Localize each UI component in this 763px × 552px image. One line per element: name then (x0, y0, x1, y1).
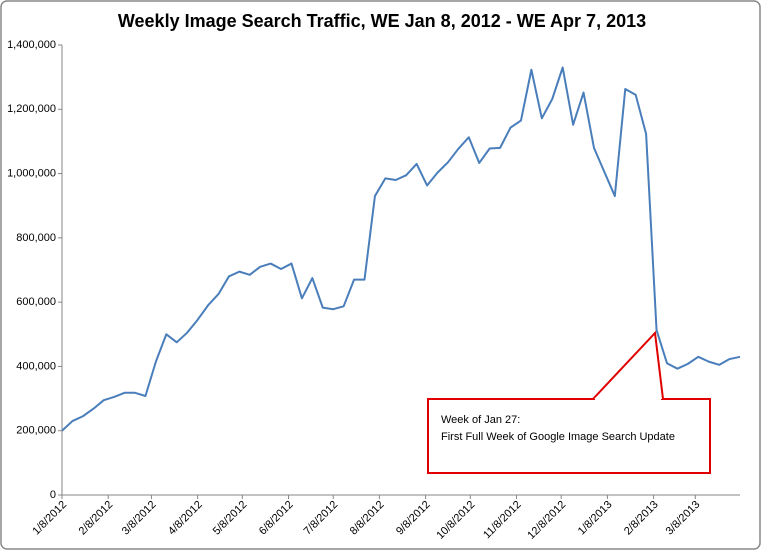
annotation-line: Week of Jan 27: (441, 414, 520, 426)
y-tick-label: 400,000 (16, 360, 56, 372)
y-tick-label: 0 (50, 489, 56, 501)
y-tick-label: 1,200,000 (7, 103, 56, 115)
y-tick-label: 200,000 (16, 425, 56, 437)
y-tick-label: 600,000 (16, 296, 56, 308)
annotation: Week of Jan 27: First Full Week of Googl… (427, 330, 711, 474)
y-tick-label: 1,000,000 (7, 167, 56, 179)
annotation-pointer (592, 330, 664, 400)
chart-title: Weekly Image Search Traffic, WE Jan 8, 2… (118, 11, 646, 31)
annotation-line: First Full Week of Google Image Search U… (441, 431, 675, 443)
data-line (61, 66, 741, 432)
annotation-box (427, 398, 711, 474)
y-tick-label: 800,000 (16, 232, 56, 244)
y-tick-label: 1,400,000 (7, 39, 56, 51)
